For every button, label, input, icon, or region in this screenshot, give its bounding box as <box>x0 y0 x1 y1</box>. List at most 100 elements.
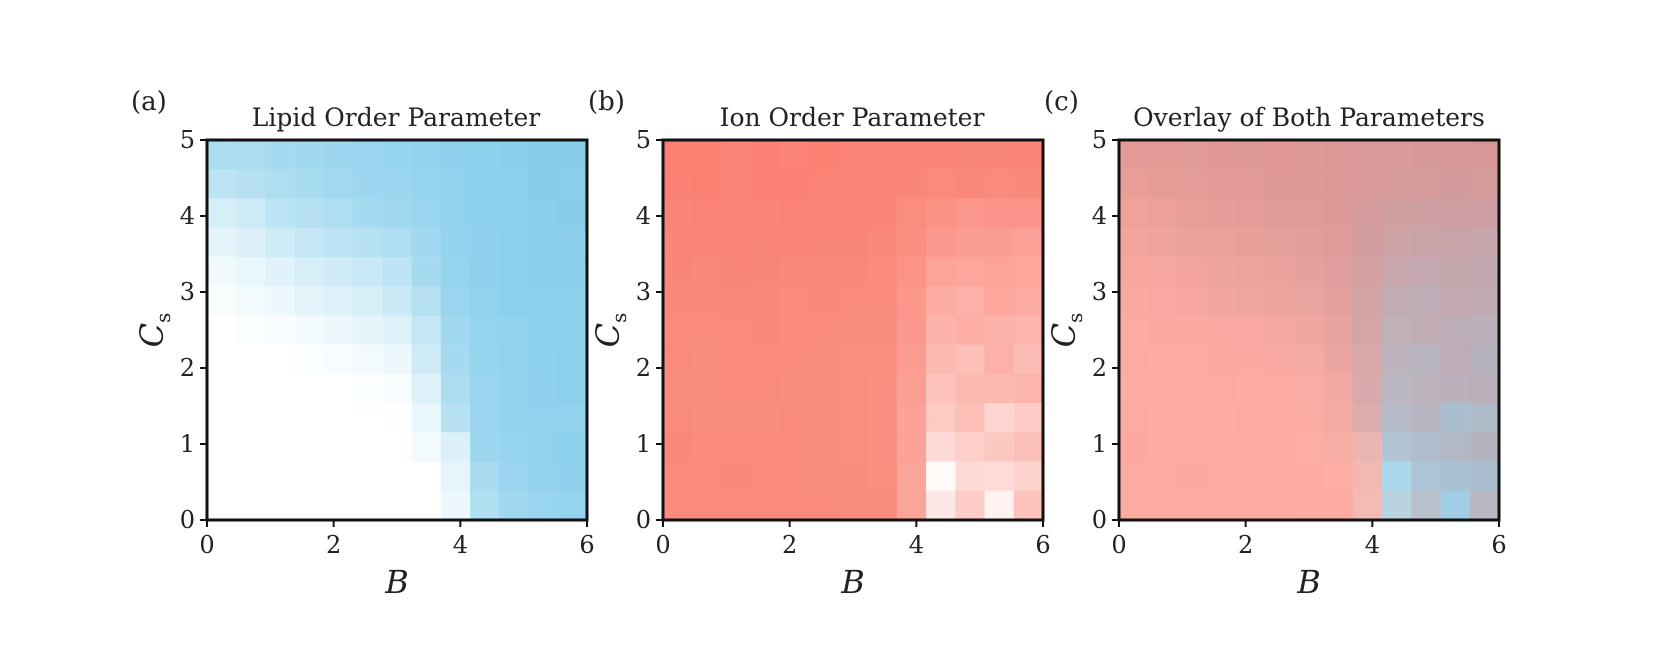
heatmap-cell <box>207 227 237 258</box>
heatmap-cell <box>926 461 956 492</box>
heatmap-cell <box>955 227 986 258</box>
heatmap-cell <box>265 373 296 404</box>
heatmap-cell <box>1440 373 1471 404</box>
heatmap-cell <box>1440 432 1471 463</box>
heatmap-cell <box>1177 169 1208 200</box>
panel-a-title: Lipid Order Parameter <box>252 103 540 132</box>
heatmap-cell <box>353 140 383 170</box>
heatmap-cell <box>1352 344 1383 375</box>
heatmap-cell <box>984 169 1015 200</box>
heatmap-cell <box>499 490 530 521</box>
heatmap-cell <box>721 490 752 521</box>
heatmap-cell <box>838 227 869 258</box>
heatmap-cell <box>750 461 781 492</box>
heatmap-cell <box>1013 373 1044 404</box>
heatmap-cell <box>1440 403 1471 433</box>
heatmap-cell <box>528 286 559 316</box>
heatmap-cell <box>1352 490 1383 521</box>
heatmap-cell <box>294 373 325 404</box>
heatmap-cell <box>382 286 413 316</box>
heatmap-cell <box>1382 432 1412 463</box>
heatmap-cell <box>692 140 723 170</box>
heatmap-cell <box>926 227 956 258</box>
y-tick-label: 4 <box>636 202 651 230</box>
heatmap-cell <box>1265 344 1295 375</box>
heatmap-cell <box>1382 169 1412 200</box>
heatmap-cell <box>1265 432 1295 463</box>
heatmap-cell <box>1235 256 1266 287</box>
x-tick-label: 0 <box>1111 531 1126 559</box>
heatmap-cell <box>557 403 588 433</box>
heatmap-cell <box>1382 227 1412 258</box>
heatmap-cell <box>207 198 237 229</box>
heatmap-cell <box>1294 286 1325 316</box>
heatmap-cell <box>896 344 927 375</box>
heatmap-cell <box>411 315 442 346</box>
heatmap-cell <box>779 140 810 170</box>
heatmap-cell <box>1352 373 1383 404</box>
heatmap-cell <box>440 432 471 463</box>
heatmap-cell <box>926 403 956 433</box>
heatmap-cell <box>809 461 839 492</box>
panel-b-ylabel: Cs <box>589 313 631 348</box>
heatmap-cell <box>236 227 267 258</box>
heatmap-cell <box>1148 198 1179 229</box>
heatmap-cell <box>294 432 325 463</box>
heatmap-cell <box>528 373 559 404</box>
panel-a-ylabel-main: C <box>133 323 171 347</box>
y-tick-label: 2 <box>1092 354 1107 382</box>
heatmap-cell <box>1265 403 1295 433</box>
heatmap-cell <box>1206 373 1237 404</box>
heatmap-cell <box>1411 490 1442 521</box>
panel-b-frame <box>661 138 1045 522</box>
y-tick-label: 0 <box>1092 506 1107 534</box>
heatmap-cell <box>236 198 267 229</box>
y-tick-label: 1 <box>636 430 651 458</box>
heatmap-cell <box>1469 315 1500 346</box>
heatmap-cell <box>1119 432 1149 463</box>
heatmap-cell <box>353 198 383 229</box>
heatmap-cell <box>1352 169 1383 200</box>
heatmap-cell <box>265 256 296 287</box>
heatmap-cell <box>265 286 296 316</box>
heatmap-cell <box>1440 140 1471 170</box>
y-tick-label: 5 <box>180 126 195 154</box>
heatmap-cell <box>721 286 752 316</box>
heatmap-cell <box>1469 432 1500 463</box>
heatmap-cell <box>779 373 810 404</box>
heatmap-cell <box>896 169 927 200</box>
panel-a-ylabel: Cs <box>133 313 175 348</box>
heatmap-cell <box>1206 315 1237 346</box>
heatmap-cell <box>323 169 354 200</box>
heatmap-cell <box>809 344 839 375</box>
heatmap-cell <box>528 432 559 463</box>
panel-c-ylabel-main: C <box>1045 323 1083 347</box>
y-tick-label: 3 <box>636 278 651 306</box>
panel-a-xlabel: B <box>384 563 409 601</box>
heatmap-cell <box>265 227 296 258</box>
heatmap-cell <box>1177 256 1208 287</box>
heatmap-cell <box>499 140 530 170</box>
heatmap-cell <box>1440 227 1471 258</box>
y-tick-label: 5 <box>636 126 651 154</box>
heatmap-cell <box>1323 315 1354 346</box>
heatmap-cell <box>1469 140 1500 170</box>
panel-c-title: Overlay of Both Parameters <box>1133 103 1485 132</box>
heatmap-cell <box>896 286 927 316</box>
heatmap-cell <box>721 403 752 433</box>
heatmap-cell <box>838 461 869 492</box>
heatmap-cell <box>1294 432 1325 463</box>
heatmap-cell <box>1206 490 1237 521</box>
heatmap-cell <box>1323 403 1354 433</box>
heatmap-cell <box>528 169 559 200</box>
heatmap-cell <box>984 461 1015 492</box>
heatmap-cell <box>721 169 752 200</box>
heatmap-cell <box>984 344 1015 375</box>
heatmap-cell <box>1382 461 1412 492</box>
heatmap-cell <box>528 227 559 258</box>
heatmap-cell <box>440 403 471 433</box>
heatmap-cell <box>867 198 898 229</box>
panel-a-label: (a) <box>131 87 167 117</box>
heatmap-cell <box>1440 198 1471 229</box>
heatmap-cell <box>1235 227 1266 258</box>
